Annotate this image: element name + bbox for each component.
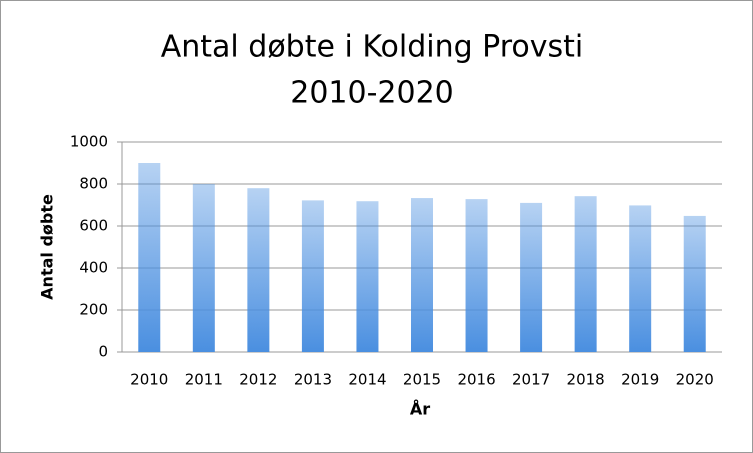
x-tick-label: 2012 <box>239 371 277 389</box>
bar <box>411 198 433 352</box>
bar <box>247 188 270 352</box>
x-tick-label: 2013 <box>294 371 332 389</box>
x-tick-label: 2010 <box>130 371 168 389</box>
x-tick-label: 2020 <box>676 371 714 389</box>
x-tick-label: 2018 <box>567 371 605 389</box>
x-tick-label: 2014 <box>348 371 386 389</box>
chart-title: 2010-2020 <box>290 76 454 111</box>
bar <box>683 215 706 352</box>
bar <box>465 199 488 352</box>
y-tick-label: 1000 <box>70 133 108 151</box>
y-tick-label: 600 <box>79 217 108 235</box>
y-axis-label: Antal døbte <box>38 194 57 300</box>
x-tick-label: 2011 <box>185 371 223 389</box>
chart-title: Antal døbte i Kolding Provsti <box>161 30 584 65</box>
x-axis-label: År <box>410 400 430 419</box>
y-tick-label: 800 <box>79 175 108 193</box>
x-tick-label: 2016 <box>457 371 495 389</box>
bar <box>629 205 652 352</box>
bar <box>138 163 161 352</box>
bar <box>520 202 543 352</box>
x-tick-label: 2017 <box>512 371 550 389</box>
bar <box>192 184 215 352</box>
y-tick-label: 400 <box>79 259 108 277</box>
bar <box>574 196 597 352</box>
x-tick-label: 2015 <box>403 371 441 389</box>
y-tick-label: 0 <box>98 343 108 361</box>
bar <box>356 201 379 352</box>
x-tick-label: 2019 <box>621 371 659 389</box>
bar <box>301 200 324 352</box>
y-tick-label: 200 <box>79 301 108 319</box>
